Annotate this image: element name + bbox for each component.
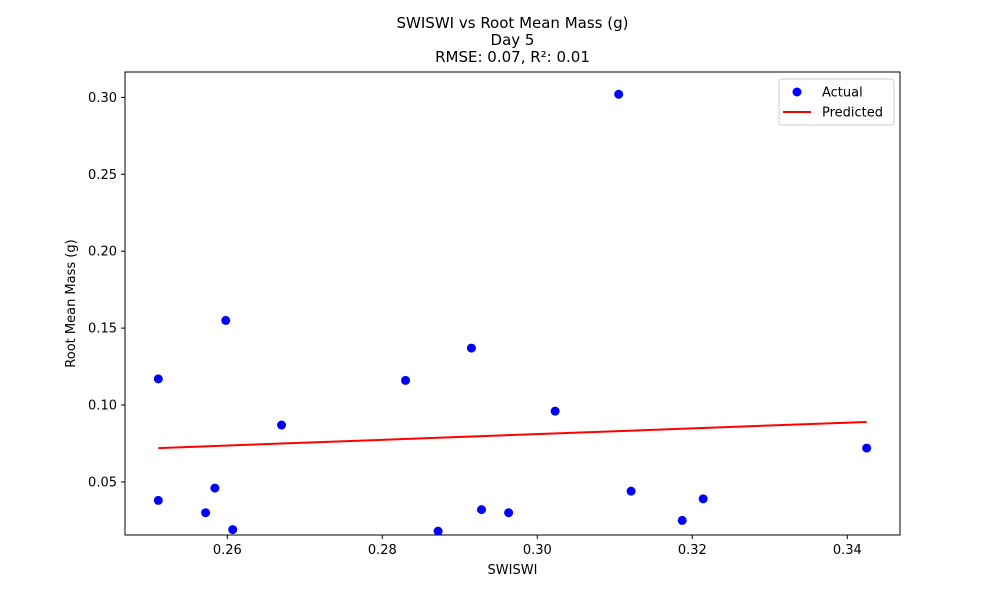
x-axis-label: SWISWI xyxy=(488,563,538,578)
data-point xyxy=(698,494,708,504)
data-point xyxy=(210,483,220,493)
y-tick-label: 0.25 xyxy=(88,168,117,183)
x-tick-label: 0.34 xyxy=(833,543,862,558)
data-point xyxy=(550,406,560,416)
legend: Actual Predicted xyxy=(778,78,895,126)
y-axis-label: Root Mean Mass (g) xyxy=(64,239,79,367)
legend-label: Predicted xyxy=(822,106,883,121)
y-tick-label: 0.30 xyxy=(88,91,117,106)
legend-box xyxy=(778,78,895,126)
data-point xyxy=(626,486,636,496)
predicted-line xyxy=(158,420,867,450)
data-point xyxy=(228,525,238,535)
legend-marker-actual xyxy=(792,87,802,97)
data-point xyxy=(862,443,872,453)
data-point xyxy=(221,315,231,325)
plot-frame xyxy=(124,71,901,536)
data-point xyxy=(466,343,476,353)
legend-label: Actual xyxy=(822,86,863,101)
y-tick-label: 0.20 xyxy=(88,245,117,260)
data-point xyxy=(153,374,163,384)
data-point xyxy=(401,375,411,385)
y-tick-label: 0.05 xyxy=(88,475,117,490)
data-point xyxy=(153,495,163,505)
data-point xyxy=(433,526,443,536)
title-line: RMSE: 0.07, R²: 0.01 xyxy=(435,48,590,66)
plot-area xyxy=(124,71,901,536)
title-line: SWISWI vs Root Mean Mass (g) xyxy=(397,14,629,32)
data-point xyxy=(277,420,287,430)
x-tick-label: 0.32 xyxy=(678,543,707,558)
x-tick-label: 0.28 xyxy=(368,543,397,558)
y-tick-label: 0.15 xyxy=(88,322,117,337)
data-point xyxy=(677,515,687,525)
data-point xyxy=(504,508,514,518)
y-tick-label: 0.10 xyxy=(88,399,117,414)
data-point xyxy=(201,508,211,518)
data-point xyxy=(477,505,486,515)
title-line: Day 5 xyxy=(491,31,535,49)
x-tick-label: 0.30 xyxy=(523,543,552,558)
x-axis: 0.26 0.28 0.30 0.32 0.34 xyxy=(213,535,862,558)
y-axis: 0.05 0.10 0.15 0.20 0.25 0.30 xyxy=(88,91,125,490)
x-tick-label: 0.26 xyxy=(213,543,242,558)
data-point xyxy=(614,89,624,99)
